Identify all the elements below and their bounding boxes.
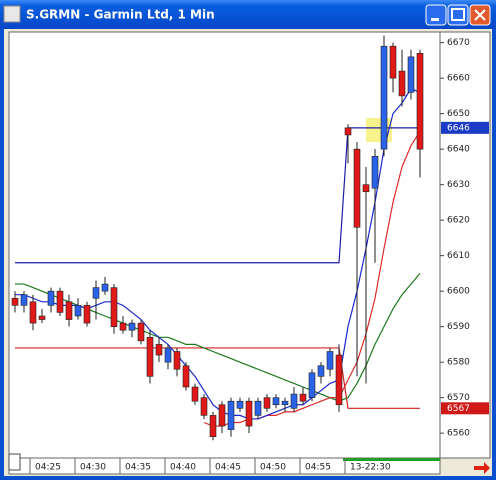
indicator-line — [15, 347, 420, 409]
y-tick-label: 6670 — [447, 38, 470, 48]
candle-body — [209, 415, 217, 437]
x-tick-label: 04:30 — [80, 463, 106, 473]
candle-body — [182, 365, 190, 388]
window-title: S.GRMN - Garmin Ltd, 1 Min — [26, 8, 215, 22]
candle-body — [200, 397, 208, 416]
y-tick-label: 6610 — [447, 251, 470, 261]
candle-body — [137, 322, 145, 342]
price-marker-label: 6567 — [447, 404, 470, 414]
price-marker — [441, 121, 489, 134]
maximize-button[interactable] — [447, 4, 469, 26]
candle-body — [11, 297, 19, 306]
candle-body — [281, 400, 289, 406]
y-tick-label: 6600 — [447, 287, 470, 297]
app-icon — [3, 5, 21, 23]
candle-body — [20, 294, 28, 306]
candle-body — [56, 290, 64, 313]
candle-body — [398, 70, 406, 97]
candle-body — [74, 305, 82, 317]
y-tick-label: 6590 — [447, 322, 470, 332]
y-tick-label: 6650 — [447, 109, 470, 119]
candle-body — [263, 397, 271, 409]
y-tick-label: 6580 — [447, 358, 470, 368]
candle-body — [335, 354, 343, 406]
candle-body — [308, 372, 316, 398]
title-bar — [0, 0, 496, 29]
candle-body — [362, 184, 370, 193]
plot: 6560 6570 6580 6590 6600 6610 6620 6630 6640 6650… — [11, 35, 489, 474]
candle-body — [353, 148, 361, 228]
indicator-line — [203, 131, 421, 427]
candle-body — [407, 56, 415, 93]
x-tick-label: 13-22:30 — [350, 463, 391, 473]
indicator-line — [15, 88, 421, 420]
highlight — [366, 118, 392, 142]
x-tick-label: 04:40 — [170, 463, 196, 473]
x-tick-label: 04:50 — [260, 463, 286, 473]
candle-body — [272, 397, 280, 406]
price-marker-label: 6646 — [447, 123, 470, 133]
candle-body — [110, 287, 118, 327]
candle-body — [380, 45, 388, 150]
candle-body — [218, 404, 226, 427]
candle-body — [344, 127, 352, 136]
y-tick-label: 6660 — [447, 74, 470, 84]
candle-body — [38, 315, 46, 320]
candle-body — [236, 400, 244, 409]
candle-body — [119, 322, 127, 331]
candle-body — [164, 347, 172, 363]
candle-body — [389, 45, 397, 79]
candle-body — [326, 351, 334, 370]
y-tick-label: 6630 — [447, 180, 470, 190]
close-button[interactable] — [469, 4, 491, 26]
candle-body — [92, 287, 100, 299]
y-tick-label: 6640 — [447, 145, 470, 155]
x-tick-label: 04:55 — [305, 463, 331, 473]
indicator-line — [15, 127, 420, 264]
y-tick-label: 6560 — [447, 429, 470, 439]
candle-body — [191, 386, 199, 402]
price-marker — [441, 402, 489, 415]
candle-body — [416, 52, 424, 150]
scroll-box[interactable] — [8, 453, 21, 471]
minimize-button[interactable] — [425, 4, 447, 26]
price-axis — [439, 31, 491, 459]
candle-body — [299, 393, 307, 402]
y-tick-label: 6570 — [447, 393, 470, 403]
candle-body — [173, 351, 181, 370]
scroll-arrow[interactable] — [474, 462, 490, 474]
x-tick-label: 04:25 — [35, 463, 61, 473]
x-tick-label: 04:35 — [125, 463, 151, 473]
candle-body — [83, 305, 91, 324]
candle-body — [65, 301, 73, 320]
candle-body — [245, 400, 253, 427]
candle-body — [290, 393, 298, 409]
candle-body — [371, 155, 379, 189]
session-bar — [343, 458, 440, 461]
candle-body — [227, 400, 235, 430]
candle-body — [146, 336, 154, 377]
candle-body — [155, 344, 163, 356]
candle-body — [47, 290, 55, 306]
candle-body — [254, 400, 262, 416]
y-tick-label: 6620 — [447, 216, 470, 226]
candle-body — [101, 283, 109, 292]
candle-body — [29, 301, 37, 324]
candle-body — [128, 322, 136, 331]
x-tick-label: 04:45 — [215, 463, 241, 473]
candle-body — [317, 365, 325, 377]
plot-area — [8, 31, 441, 459]
